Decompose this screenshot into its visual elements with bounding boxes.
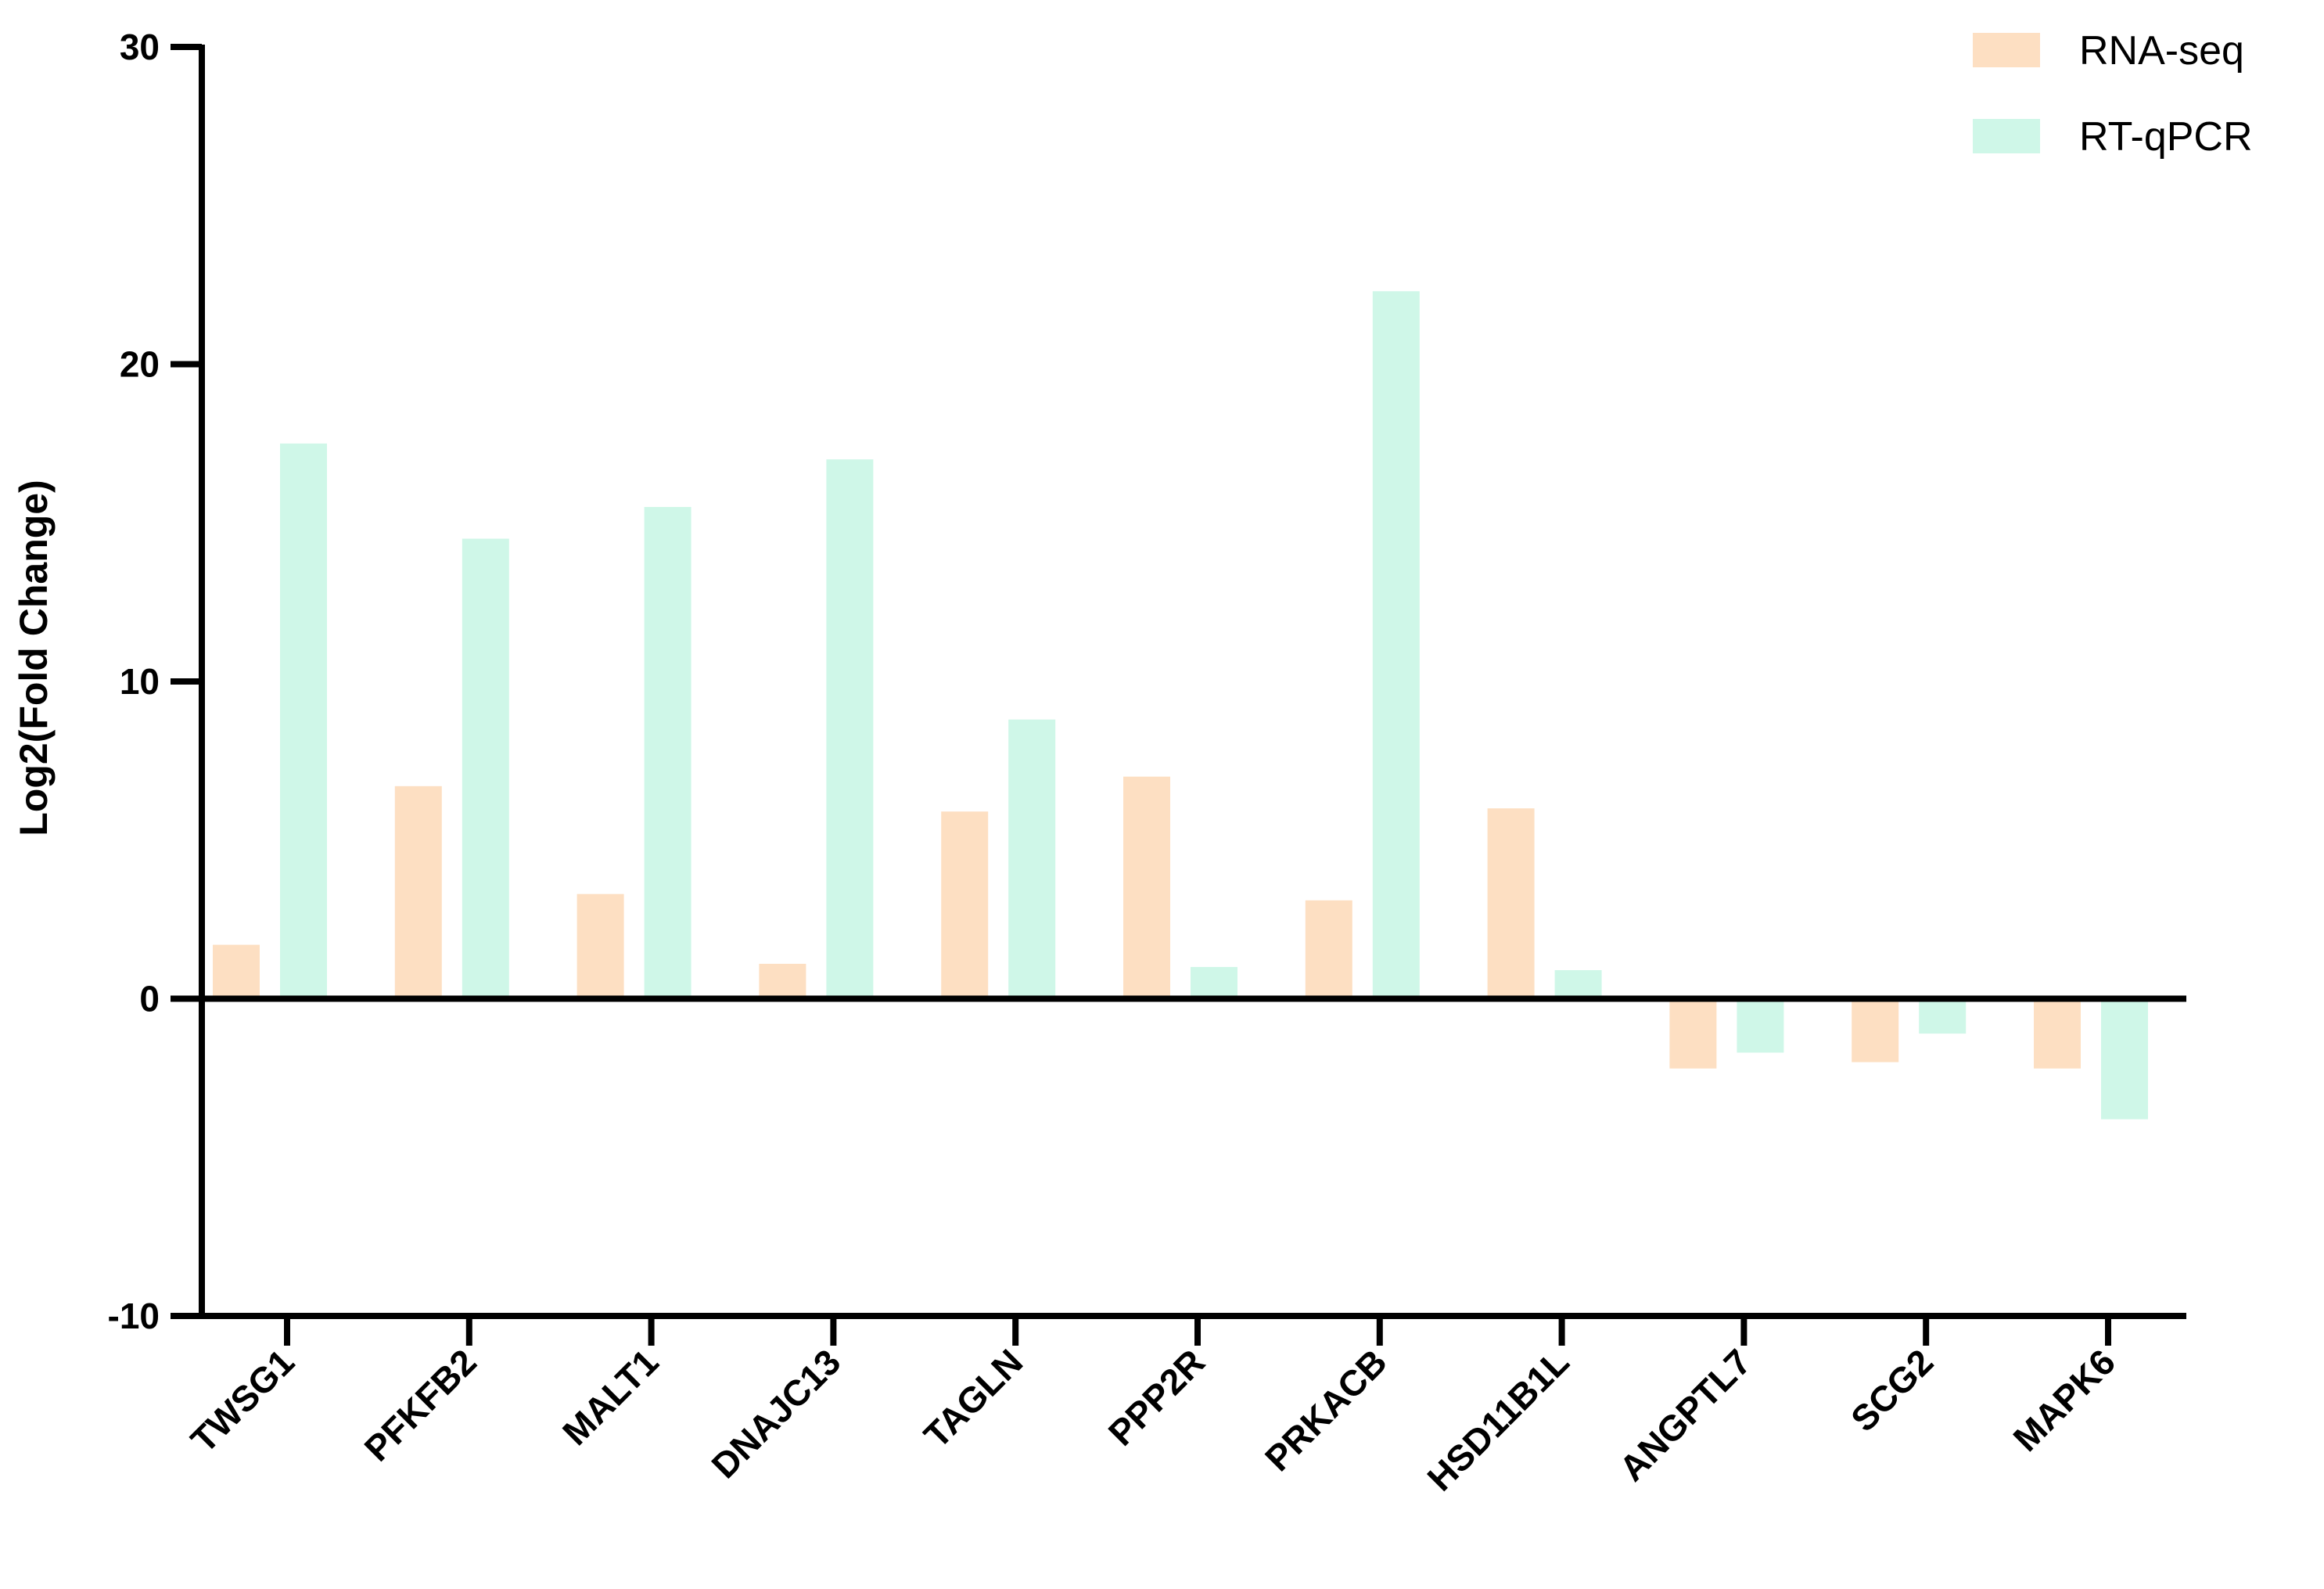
x-tick-label: PPP2R xyxy=(1101,1341,1212,1453)
x-tick-label: ANGPTL7 xyxy=(1611,1341,1759,1489)
bar-rna-seq-malt1 xyxy=(577,893,624,999)
bar-rna-seq-twsg1 xyxy=(213,944,260,999)
bar-rt-qpcr-angptl7 xyxy=(1737,998,1784,1053)
bar-rna-seq-angptl7 xyxy=(1669,998,1717,1069)
x-tick-label: SCG2 xyxy=(1843,1341,1941,1439)
bar-rt-qpcr-mapk6 xyxy=(2101,998,2148,1120)
legend-label-rna-seq: RNA-seq xyxy=(2079,28,2244,74)
bar-rna-seq-ppp2r xyxy=(1123,776,1170,999)
x-tick-label: MALT1 xyxy=(555,1341,666,1453)
bar-rna-seq-hsd11b1l xyxy=(1487,808,1535,999)
bar-rna-seq-tagln xyxy=(941,811,989,999)
bar-rt-qpcr-tagln xyxy=(1008,719,1056,999)
y-tick-label: 30 xyxy=(120,27,160,67)
bar-rna-seq-prkacb xyxy=(1305,900,1352,999)
legend: RNA-seq RT-qPCR xyxy=(1973,28,2253,160)
x-tick-label: DNAJC13 xyxy=(703,1341,848,1486)
bar-rt-qpcr-pfkfb2 xyxy=(462,538,509,999)
bar-rt-qpcr-ppp2r xyxy=(1191,966,1237,999)
bar-rna-seq-mapk6 xyxy=(2034,998,2081,1069)
axes-layer xyxy=(171,44,2186,1346)
x-tick-label: TWSG1 xyxy=(183,1341,302,1460)
y-tick-label: -10 xyxy=(108,1296,160,1336)
labels-layer: -10 0 10 20 30 TWSG1 PFKFB2 MALT1 DNAJC13 TAGLN PP… xyxy=(12,27,2123,1499)
x-tick-label: PFKFB2 xyxy=(357,1341,484,1469)
y-tick-label: 10 xyxy=(120,661,160,702)
bar-rna-seq-dnajc13 xyxy=(759,963,806,999)
bar-rt-qpcr-scg2 xyxy=(1919,998,1967,1034)
y-axis-title: Log2(Fold Change) xyxy=(12,480,56,836)
legend-swatch-rna-seq xyxy=(1973,33,2040,67)
bar-rt-qpcr-hsd11b1l xyxy=(1554,970,1602,999)
y-tick-label: 0 xyxy=(139,979,160,1019)
y-tick-label: 20 xyxy=(120,344,160,385)
bar-rt-qpcr-twsg1 xyxy=(280,443,327,999)
legend-label-rt-qpcr: RT-qPCR xyxy=(2079,114,2253,160)
x-tick-label: HSD11B1L xyxy=(1419,1341,1576,1498)
bar-rt-qpcr-malt1 xyxy=(644,506,691,999)
x-tick-label: PRKACB xyxy=(1257,1341,1395,1479)
bar-rt-qpcr-prkacb xyxy=(1372,291,1420,999)
legend-swatch-rt-qpcr xyxy=(1973,119,2040,153)
bar-rt-qpcr-dnajc13 xyxy=(826,459,874,999)
x-tick-label: MAPK6 xyxy=(2005,1341,2123,1459)
bars-layer xyxy=(213,291,2148,1120)
bar-rna-seq-scg2 xyxy=(1852,998,1899,1062)
bar-rna-seq-pfkfb2 xyxy=(394,786,442,999)
x-tick-label: TAGLN xyxy=(916,1341,1030,1455)
